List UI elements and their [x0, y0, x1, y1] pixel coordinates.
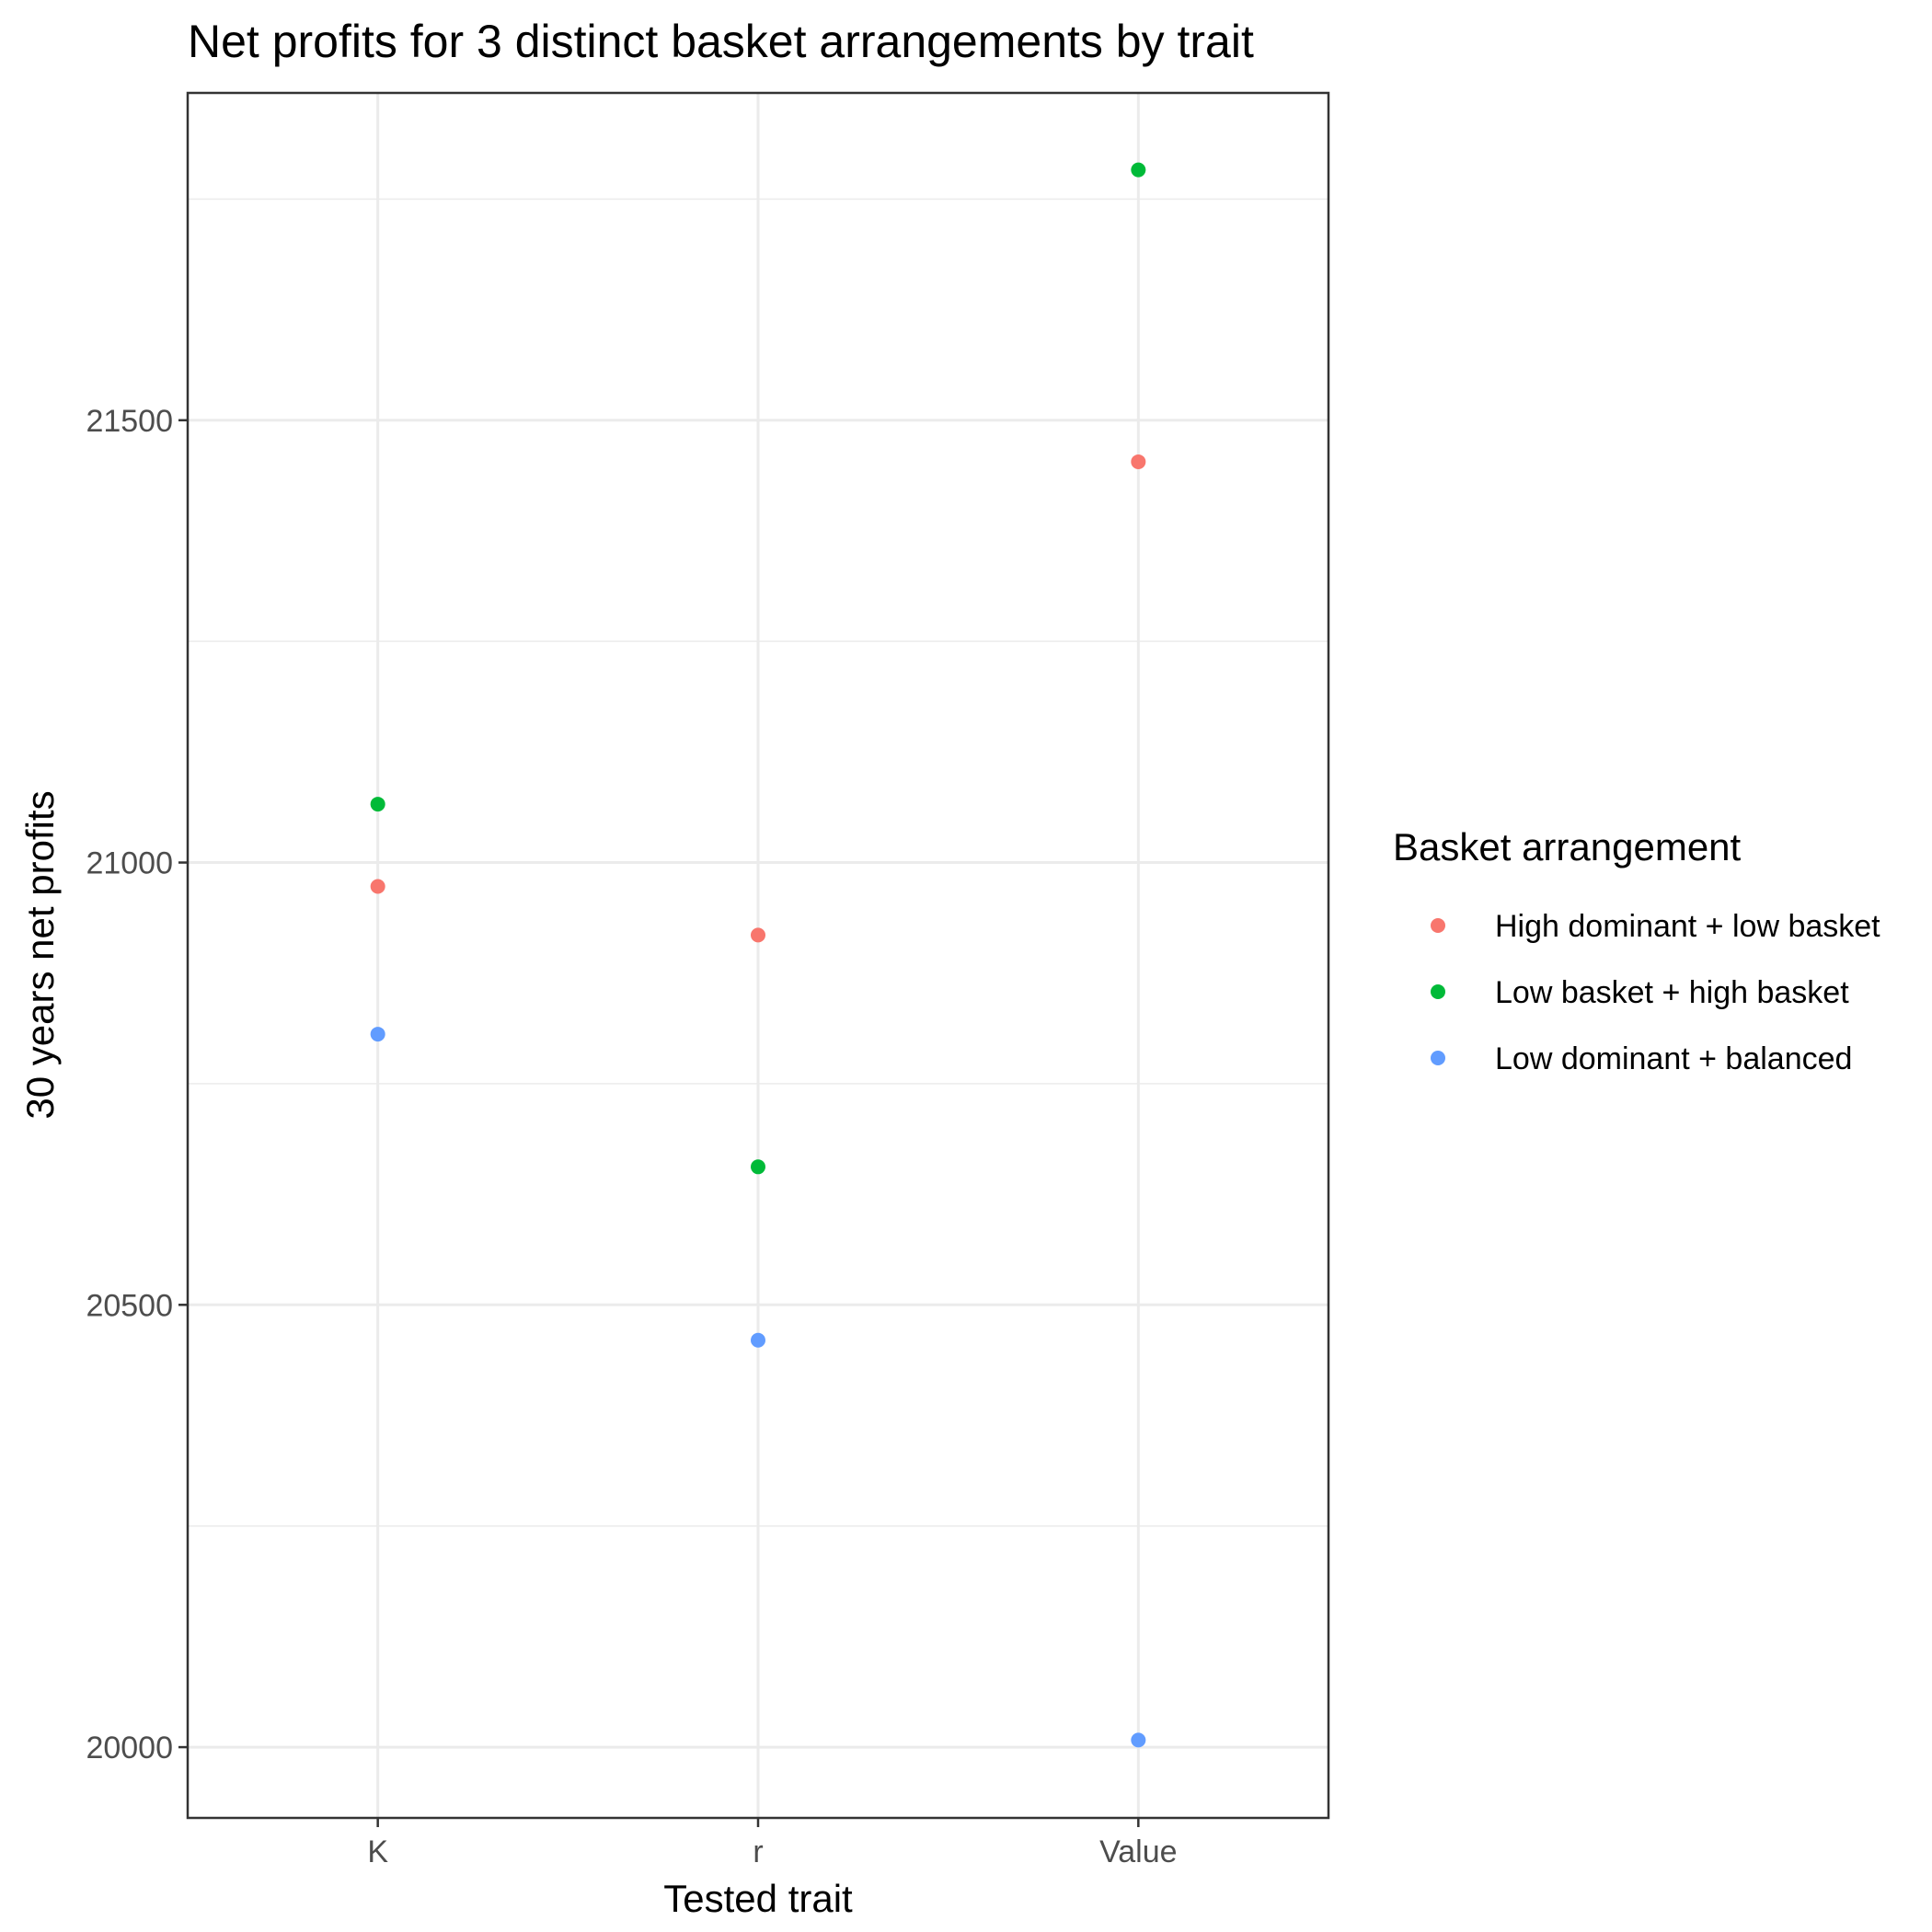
legend-label: Low dominant + balanced	[1495, 1041, 1852, 1076]
y-axis: 20000 20500 21000 21500	[86, 404, 188, 1765]
x-tick-label: K	[367, 1834, 388, 1869]
data-point	[1131, 1732, 1146, 1748]
y-tick-label: 20500	[86, 1288, 173, 1323]
x-tick-label: Value	[1099, 1834, 1177, 1869]
legend-items: High dominant + low basket Low basket + h…	[1431, 909, 1880, 1076]
legend-item: Low dominant + balanced	[1431, 1041, 1852, 1076]
data-points	[370, 162, 1146, 1748]
plot-panel	[186, 91, 1330, 1820]
legend-key	[1431, 1051, 1445, 1065]
data-point	[370, 797, 385, 812]
legend-item: High dominant + low basket	[1431, 909, 1880, 944]
legend-title: Basket arrangement	[1393, 825, 1742, 868]
legend-item: Low basket + high basket	[1431, 975, 1849, 1010]
data-point	[370, 879, 385, 894]
y-tick-label: 20000	[86, 1731, 173, 1765]
legend: Basket arrangement High dominant + low b…	[1393, 825, 1880, 1076]
x-axis-title: Tested trait	[663, 1877, 853, 1920]
y-tick-label: 21500	[86, 404, 173, 439]
legend-label: Low basket + high basket	[1495, 975, 1849, 1010]
legend-key	[1431, 984, 1445, 999]
data-point	[751, 927, 765, 943]
legend-key	[1431, 918, 1445, 933]
data-point	[1131, 454, 1146, 469]
data-point	[1131, 162, 1146, 178]
y-axis-title: 30 years net profits	[18, 790, 62, 1119]
y-tick-label: 21000	[86, 846, 173, 881]
grid-lines	[188, 93, 1328, 1818]
data-point	[751, 1332, 765, 1348]
legend-label: High dominant + low basket	[1495, 909, 1880, 944]
data-point	[370, 1027, 385, 1042]
data-point	[751, 1159, 765, 1175]
chart-title: Net profits for 3 distinct basket arrang…	[188, 16, 1254, 67]
x-tick-label: r	[753, 1834, 763, 1869]
